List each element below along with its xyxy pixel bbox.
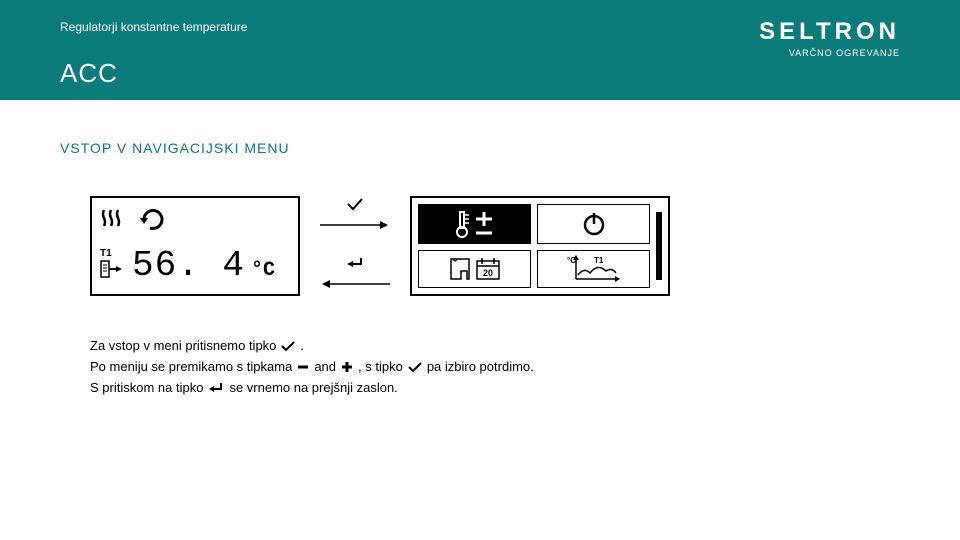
heat-wave-icon <box>100 208 130 235</box>
diagram: T1 56. 4 °C <box>90 196 870 296</box>
arrow-back-group <box>320 256 390 295</box>
recirculate-icon <box>138 206 168 237</box>
sensor-icon <box>100 268 126 285</box>
text-span: , s tipko <box>358 357 403 378</box>
text-span: and <box>314 357 336 378</box>
lcd-bottom-row: T1 56. 4 °C <box>100 245 290 286</box>
section-title: VSTOP V NAVIGACIJSKI MENU <box>60 140 900 156</box>
text-span: Po meniju se premikamo s tipkama <box>90 357 292 378</box>
plus-icon <box>340 360 354 374</box>
lcd-temperature-unit: °C <box>251 259 275 282</box>
minus-icon <box>296 362 310 372</box>
lcd-top-row <box>100 206 290 237</box>
content: VSTOP V NAVIGACIJSKI MENU <box>0 100 960 448</box>
arrows <box>320 197 390 295</box>
menu-cell-schedule: 20 <box>418 250 531 288</box>
text-span: S pritiskom na tipko <box>90 378 203 399</box>
return-icon <box>345 256 365 275</box>
menu-scrollbar <box>656 212 662 279</box>
text-span: se vrnemo na prejšnji zaslon. <box>229 378 397 399</box>
menu-cell-temperature <box>418 204 531 244</box>
lcd-t1-label: T1 <box>100 248 126 259</box>
text-span: Za vstop v meni pritisnemo tipko <box>90 336 276 357</box>
lcd-sensor-group: T1 <box>100 248 126 286</box>
header-left: Regulatorji konstantne temperature ACC <box>60 12 247 88</box>
text-span: pa izbiro potrdimo. <box>427 357 534 378</box>
svg-text:T1: T1 <box>594 256 604 265</box>
instruction-line-1: Za vstop v meni pritisnemo tipko . <box>90 336 870 357</box>
arrow-forward-group <box>320 197 390 236</box>
text-span: . <box>300 336 304 357</box>
check-icon <box>280 340 296 352</box>
instructions: Za vstop v meni pritisnemo tipko . Po me… <box>90 336 870 398</box>
svg-text:20: 20 <box>482 268 492 278</box>
check-icon <box>345 197 365 216</box>
lcd-temperature-value: 56. 4 <box>132 245 245 286</box>
menu-box: 20 °C T1 <box>410 196 670 296</box>
menu-cell-power <box>537 204 650 244</box>
instruction-line-3: S pritiskom na tipko se vrnemo na prejšn… <box>90 378 870 399</box>
menu-grid: 20 °C T1 <box>418 204 650 288</box>
header-subtitle: Regulatorji konstantne temperature <box>60 20 247 34</box>
return-icon <box>207 381 225 395</box>
header-right: SELTRON VARČNO OGREVANJE <box>759 18 900 58</box>
brand-name: SELTRON <box>759 18 900 46</box>
header-title: ACC <box>60 58 247 89</box>
menu-cell-graph: °C T1 <box>537 250 650 288</box>
instruction-line-2: Po meniju se premikamo s tipkama and , s… <box>90 357 870 378</box>
arrow-left-icon <box>320 277 390 295</box>
arrow-right-icon <box>320 218 390 236</box>
brand-tagline: VARČNO OGREVANJE <box>759 48 900 58</box>
check-icon <box>407 361 423 373</box>
lcd-display: T1 56. 4 °C <box>90 196 300 296</box>
header: Regulatorji konstantne temperature ACC S… <box>0 0 960 100</box>
